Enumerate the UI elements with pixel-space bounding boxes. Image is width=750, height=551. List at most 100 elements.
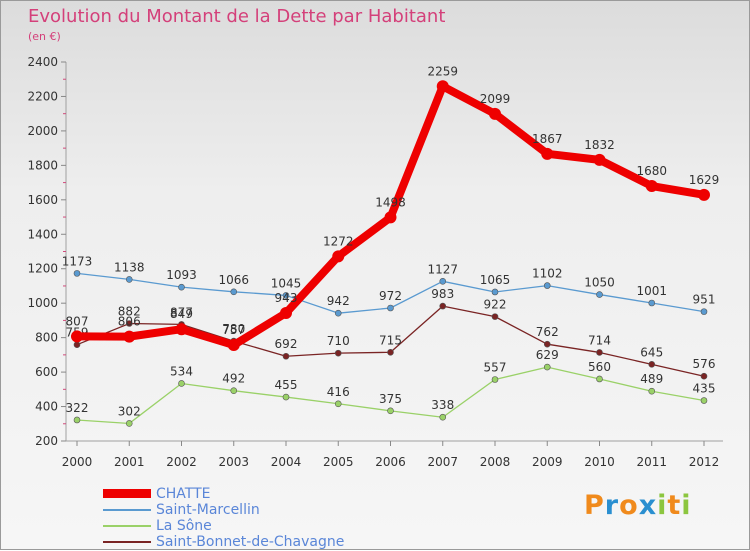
data-label-saint-bonnet-de-chavagne: 576	[693, 357, 716, 371]
data-point-saint-marcellin	[700, 308, 708, 315]
data-point-saint-marcellin	[543, 282, 551, 289]
data-label-chatte: 1867	[532, 132, 563, 146]
data-point-la-s-ne	[282, 393, 290, 401]
logo-letter: x	[638, 490, 658, 521]
y-tick-label: 1200	[27, 262, 58, 276]
data-label-saint-bonnet-de-chavagne: 922	[484, 298, 507, 312]
y-tick-label: 1400	[27, 227, 58, 241]
data-point-saint-marcellin	[282, 292, 290, 299]
x-tick-label: 2005	[323, 455, 354, 469]
data-label-saint-marcellin: 1173	[62, 254, 93, 268]
legend-swatch-chatte	[103, 489, 151, 498]
x-tick-label: 2009	[532, 455, 563, 469]
x-tick-label: 2000	[62, 455, 93, 469]
data-label-la-s-ne: 435	[693, 382, 716, 396]
data-label-saint-marcellin: 1138	[114, 260, 145, 274]
data-point-la-s-ne	[125, 420, 133, 427]
data-label-saint-marcellin: 1066	[218, 273, 249, 287]
data-label-saint-bonnet-de-chavagne: 780	[222, 322, 245, 336]
x-tick-label: 2010	[584, 455, 615, 469]
data-label-saint-marcellin: 1102	[532, 267, 563, 281]
logo-letter: o	[619, 490, 639, 521]
data-label-saint-bonnet-de-chavagne: 710	[327, 334, 350, 348]
data-point-saint-bonnet-de-chavagne	[125, 320, 133, 327]
data-point-saint-bonnet-de-chavagne	[439, 302, 447, 310]
y-tick-label: 600	[35, 365, 58, 379]
data-label-chatte: 1498	[375, 195, 406, 209]
data-label-la-s-ne: 489	[640, 372, 663, 386]
logo-letter: P	[584, 490, 605, 521]
logo-letter: r	[604, 490, 620, 521]
data-label-chatte: 2099	[480, 92, 511, 106]
data-point-chatte	[280, 307, 292, 320]
data-point-saint-bonnet-de-chavagne	[491, 313, 499, 320]
data-label-chatte: 849	[170, 307, 193, 321]
y-tick-label: 200	[35, 434, 58, 448]
x-tick-label: 2008	[480, 455, 511, 469]
data-point-la-s-ne	[491, 376, 499, 383]
x-tick-label: 2012	[689, 455, 720, 469]
y-tick-label: 1800	[27, 158, 58, 172]
logo-letter: t	[667, 490, 682, 521]
data-point-chatte	[384, 211, 397, 224]
data-point-chatte	[71, 330, 83, 343]
x-tick-label: 2007	[427, 455, 458, 469]
data-point-saint-bonnet-de-chavagne	[648, 361, 656, 368]
data-label-la-s-ne: 322	[66, 401, 89, 415]
data-label-saint-bonnet-de-chavagne: 692	[275, 337, 298, 351]
data-point-saint-bonnet-de-chavagne	[543, 340, 551, 348]
data-label-la-s-ne: 338	[431, 398, 454, 412]
data-label-saint-bonnet-de-chavagne: 983	[431, 287, 454, 301]
x-tick-label: 2002	[166, 455, 197, 469]
data-label-saint-marcellin: 942	[327, 294, 350, 308]
legend-label-saint-bonnet: Saint-Bonnet-de-Chavagne	[156, 534, 345, 550]
data-point-saint-marcellin	[125, 276, 133, 283]
data-point-chatte	[123, 330, 136, 343]
data-point-saint-marcellin	[73, 270, 81, 277]
data-point-saint-bonnet-de-chavagne	[387, 348, 394, 356]
data-label-saint-bonnet-de-chavagne: 714	[588, 333, 611, 347]
data-label-la-s-ne: 492	[222, 372, 245, 386]
data-label-saint-bonnet-de-chavagne: 882	[118, 305, 141, 319]
data-point-la-s-ne	[387, 407, 394, 415]
data-label-chatte: 1629	[689, 173, 720, 187]
data-point-saint-marcellin	[334, 309, 342, 317]
data-label-la-s-ne: 629	[536, 348, 559, 362]
data-label-saint-marcellin: 1127	[427, 262, 458, 276]
x-tick-label: 2006	[375, 455, 406, 469]
data-point-saint-marcellin	[439, 278, 447, 285]
data-point-la-s-ne	[178, 380, 185, 387]
chart-subtitle: (en €)	[28, 30, 61, 43]
y-tick-label: 1000	[27, 296, 58, 310]
x-tick-label: 2003	[218, 455, 249, 469]
data-point-saint-marcellin	[648, 299, 656, 307]
data-point-la-s-ne	[73, 416, 81, 424]
data-point-la-s-ne	[648, 387, 656, 395]
data-label-saint-bonnet-de-chavagne: 645	[640, 345, 663, 359]
data-point-la-s-ne	[439, 413, 447, 421]
data-point-saint-marcellin	[178, 283, 185, 291]
data-point-saint-bonnet-de-chavagne	[700, 372, 708, 380]
data-point-saint-bonnet-de-chavagne	[73, 341, 81, 348]
data-label-la-s-ne: 302	[118, 404, 141, 418]
data-point-saint-bonnet-de-chavagne	[334, 349, 342, 357]
y-tick-label: 1600	[27, 193, 58, 207]
data-point-la-s-ne	[596, 375, 603, 383]
data-point-chatte	[645, 180, 658, 193]
data-point-la-s-ne	[700, 397, 708, 404]
data-label-saint-bonnet-de-chavagne: 762	[536, 325, 559, 339]
data-point-saint-marcellin	[596, 291, 603, 298]
data-label-chatte: 2259	[427, 64, 458, 78]
legend-label-la-sone: La Sône	[156, 518, 212, 534]
data-point-chatte	[175, 323, 188, 336]
x-tick-label: 2001	[114, 455, 145, 469]
y-tick-label: 2200	[27, 89, 58, 103]
y-tick-label: 2000	[27, 124, 58, 138]
legend-label-chatte: CHATTE	[156, 486, 211, 502]
data-point-saint-marcellin	[230, 288, 238, 296]
data-label-chatte: 807	[66, 314, 89, 328]
data-label-la-s-ne: 455	[275, 378, 298, 392]
data-point-chatte	[489, 107, 501, 120]
